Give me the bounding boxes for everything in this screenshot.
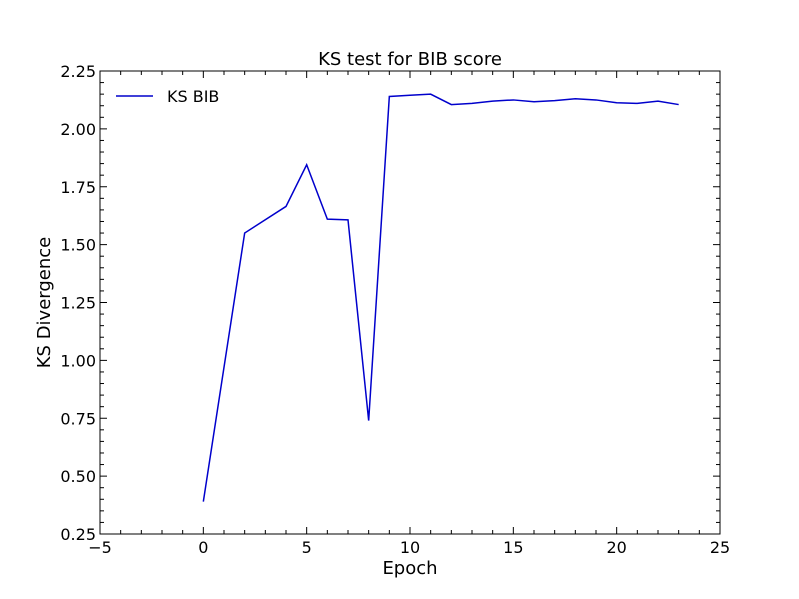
y-tick-label: 2.25 xyxy=(60,62,96,81)
chart-title: KS test for BIB score xyxy=(318,49,502,70)
x-tick-label: 10 xyxy=(400,538,420,557)
y-tick-label: 1.75 xyxy=(60,178,96,197)
y-tick-label: 0.25 xyxy=(60,525,96,544)
y-tick-label: 1.00 xyxy=(60,351,96,370)
legend-label-ks-bib: KS BIB xyxy=(167,87,219,106)
legend: KS BIB xyxy=(116,87,219,106)
y-tick-label: 0.75 xyxy=(60,409,96,428)
y-tick-label: 0.50 xyxy=(60,467,96,486)
y-axis-label: KS Divergence xyxy=(34,237,55,369)
x-tick-label: 0 xyxy=(198,538,208,557)
x-tick-label: 25 xyxy=(710,538,730,557)
y-tick-label: 1.50 xyxy=(60,236,96,255)
x-axis-label: Epoch xyxy=(382,558,437,579)
y-ticks: 0.25 0.50 0.75 1.00 1.25 1.50 1.75 2.00 2.25 xyxy=(60,62,720,544)
x-tick-label: 20 xyxy=(606,538,626,557)
series-line-ks-bib xyxy=(202,93,679,502)
series-group xyxy=(202,93,679,502)
y-minor-ticks xyxy=(100,82,720,523)
x-ticks: −5 0 5 10 15 20 25 xyxy=(88,71,730,557)
x-tick-label: 5 xyxy=(302,538,312,557)
y-tick-label: 1.25 xyxy=(60,294,96,313)
y-tick-label: 2.00 xyxy=(60,120,96,139)
plot-area: −5 0 5 10 15 20 25 0.25 0.50 0.75 1.00 1.25 1.50 1.7… xyxy=(60,62,730,557)
x-tick-label: 15 xyxy=(503,538,523,557)
x-minor-ticks xyxy=(120,71,700,534)
x-tick-label: −5 xyxy=(88,538,112,557)
